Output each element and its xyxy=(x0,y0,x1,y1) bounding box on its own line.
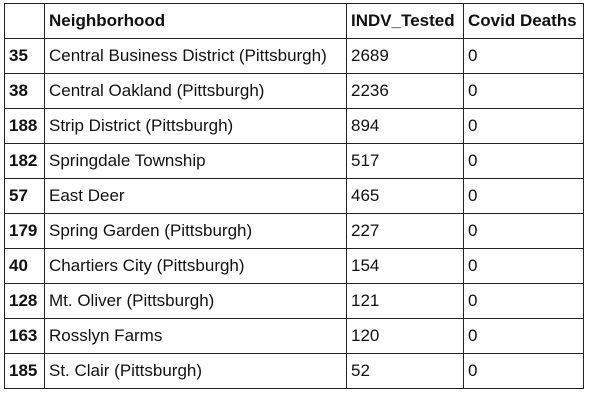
indv-tested-cell: 52 xyxy=(346,353,464,389)
covid-deaths-cell: 0 xyxy=(463,283,584,319)
covid-deaths-cell: 0 xyxy=(463,213,584,249)
indv-tested-cell: 2689 xyxy=(346,38,464,74)
index-header-cell xyxy=(4,3,45,39)
neighborhood-cell: Chartiers City (Pittsburgh) xyxy=(44,248,347,284)
row-index-cell: 128 xyxy=(4,283,45,319)
column-header-covid-deaths: Covid Deaths xyxy=(463,3,584,39)
neighborhood-cell: East Deer xyxy=(44,178,347,214)
neighborhood-cell: Springdale Township xyxy=(44,143,347,179)
indv-tested-cell: 2236 xyxy=(346,73,464,109)
table-row: 128 Mt. Oliver (Pittsburgh) 121 0 xyxy=(4,283,584,319)
covid-deaths-cell: 0 xyxy=(463,318,584,354)
indv-tested-cell: 227 xyxy=(346,213,464,249)
covid-deaths-cell: 0 xyxy=(463,108,584,144)
table-row: 182 Springdale Township 517 0 xyxy=(4,143,584,179)
row-index-cell: 35 xyxy=(4,38,45,74)
indv-tested-cell: 517 xyxy=(346,143,464,179)
row-index-cell: 40 xyxy=(4,248,45,284)
row-index-cell: 38 xyxy=(4,73,45,109)
neighborhood-cell: Spring Garden (Pittsburgh) xyxy=(44,213,347,249)
table-row: 38 Central Oakland (Pittsburgh) 2236 0 xyxy=(4,73,584,109)
covid-deaths-cell: 0 xyxy=(463,353,584,389)
covid-deaths-cell: 0 xyxy=(463,73,584,109)
covid-deaths-cell: 0 xyxy=(463,38,584,74)
indv-tested-cell: 120 xyxy=(346,318,464,354)
table-row: 35 Central Business District (Pittsburgh… xyxy=(4,38,584,74)
indv-tested-cell: 121 xyxy=(346,283,464,319)
column-header-indv-tested: INDV_Tested xyxy=(346,3,464,39)
covid-deaths-cell: 0 xyxy=(463,143,584,179)
table-header: Neighborhood INDV_Tested Covid Deaths xyxy=(4,3,584,39)
indv-tested-cell: 465 xyxy=(346,178,464,214)
row-index-cell: 179 xyxy=(4,213,45,249)
neighborhood-cell: Mt. Oliver (Pittsburgh) xyxy=(44,283,347,319)
neighborhood-cell: St. Clair (Pittsburgh) xyxy=(44,353,347,389)
row-index-cell: 182 xyxy=(4,143,45,179)
neighborhood-cell: Rosslyn Farms xyxy=(44,318,347,354)
row-index-cell: 185 xyxy=(4,353,45,389)
table-row: 40 Chartiers City (Pittsburgh) 154 0 xyxy=(4,248,584,284)
table-row: 57 East Deer 465 0 xyxy=(4,178,584,214)
table-row: 185 St. Clair (Pittsburgh) 52 0 xyxy=(4,353,584,389)
dataframe-table: Neighborhood INDV_Tested Covid Deaths 35… xyxy=(4,3,584,389)
covid-deaths-cell: 0 xyxy=(463,248,584,284)
neighborhood-cell: Strip District (Pittsburgh) xyxy=(44,108,347,144)
indv-tested-cell: 894 xyxy=(346,108,464,144)
table-body: 35 Central Business District (Pittsburgh… xyxy=(4,38,584,389)
table-row: 188 Strip District (Pittsburgh) 894 0 xyxy=(4,108,584,144)
row-index-cell: 163 xyxy=(4,318,45,354)
row-index-cell: 188 xyxy=(4,108,45,144)
row-index-cell: 57 xyxy=(4,178,45,214)
covid-deaths-cell: 0 xyxy=(463,178,584,214)
neighborhood-cell: Central Business District (Pittsburgh) xyxy=(44,38,347,74)
table-row: 163 Rosslyn Farms 120 0 xyxy=(4,318,584,354)
indv-tested-cell: 154 xyxy=(346,248,464,284)
header-row: Neighborhood INDV_Tested Covid Deaths xyxy=(4,3,584,39)
table-row: 179 Spring Garden (Pittsburgh) 227 0 xyxy=(4,213,584,249)
neighborhood-cell: Central Oakland (Pittsburgh) xyxy=(44,73,347,109)
column-header-neighborhood: Neighborhood xyxy=(44,3,347,39)
